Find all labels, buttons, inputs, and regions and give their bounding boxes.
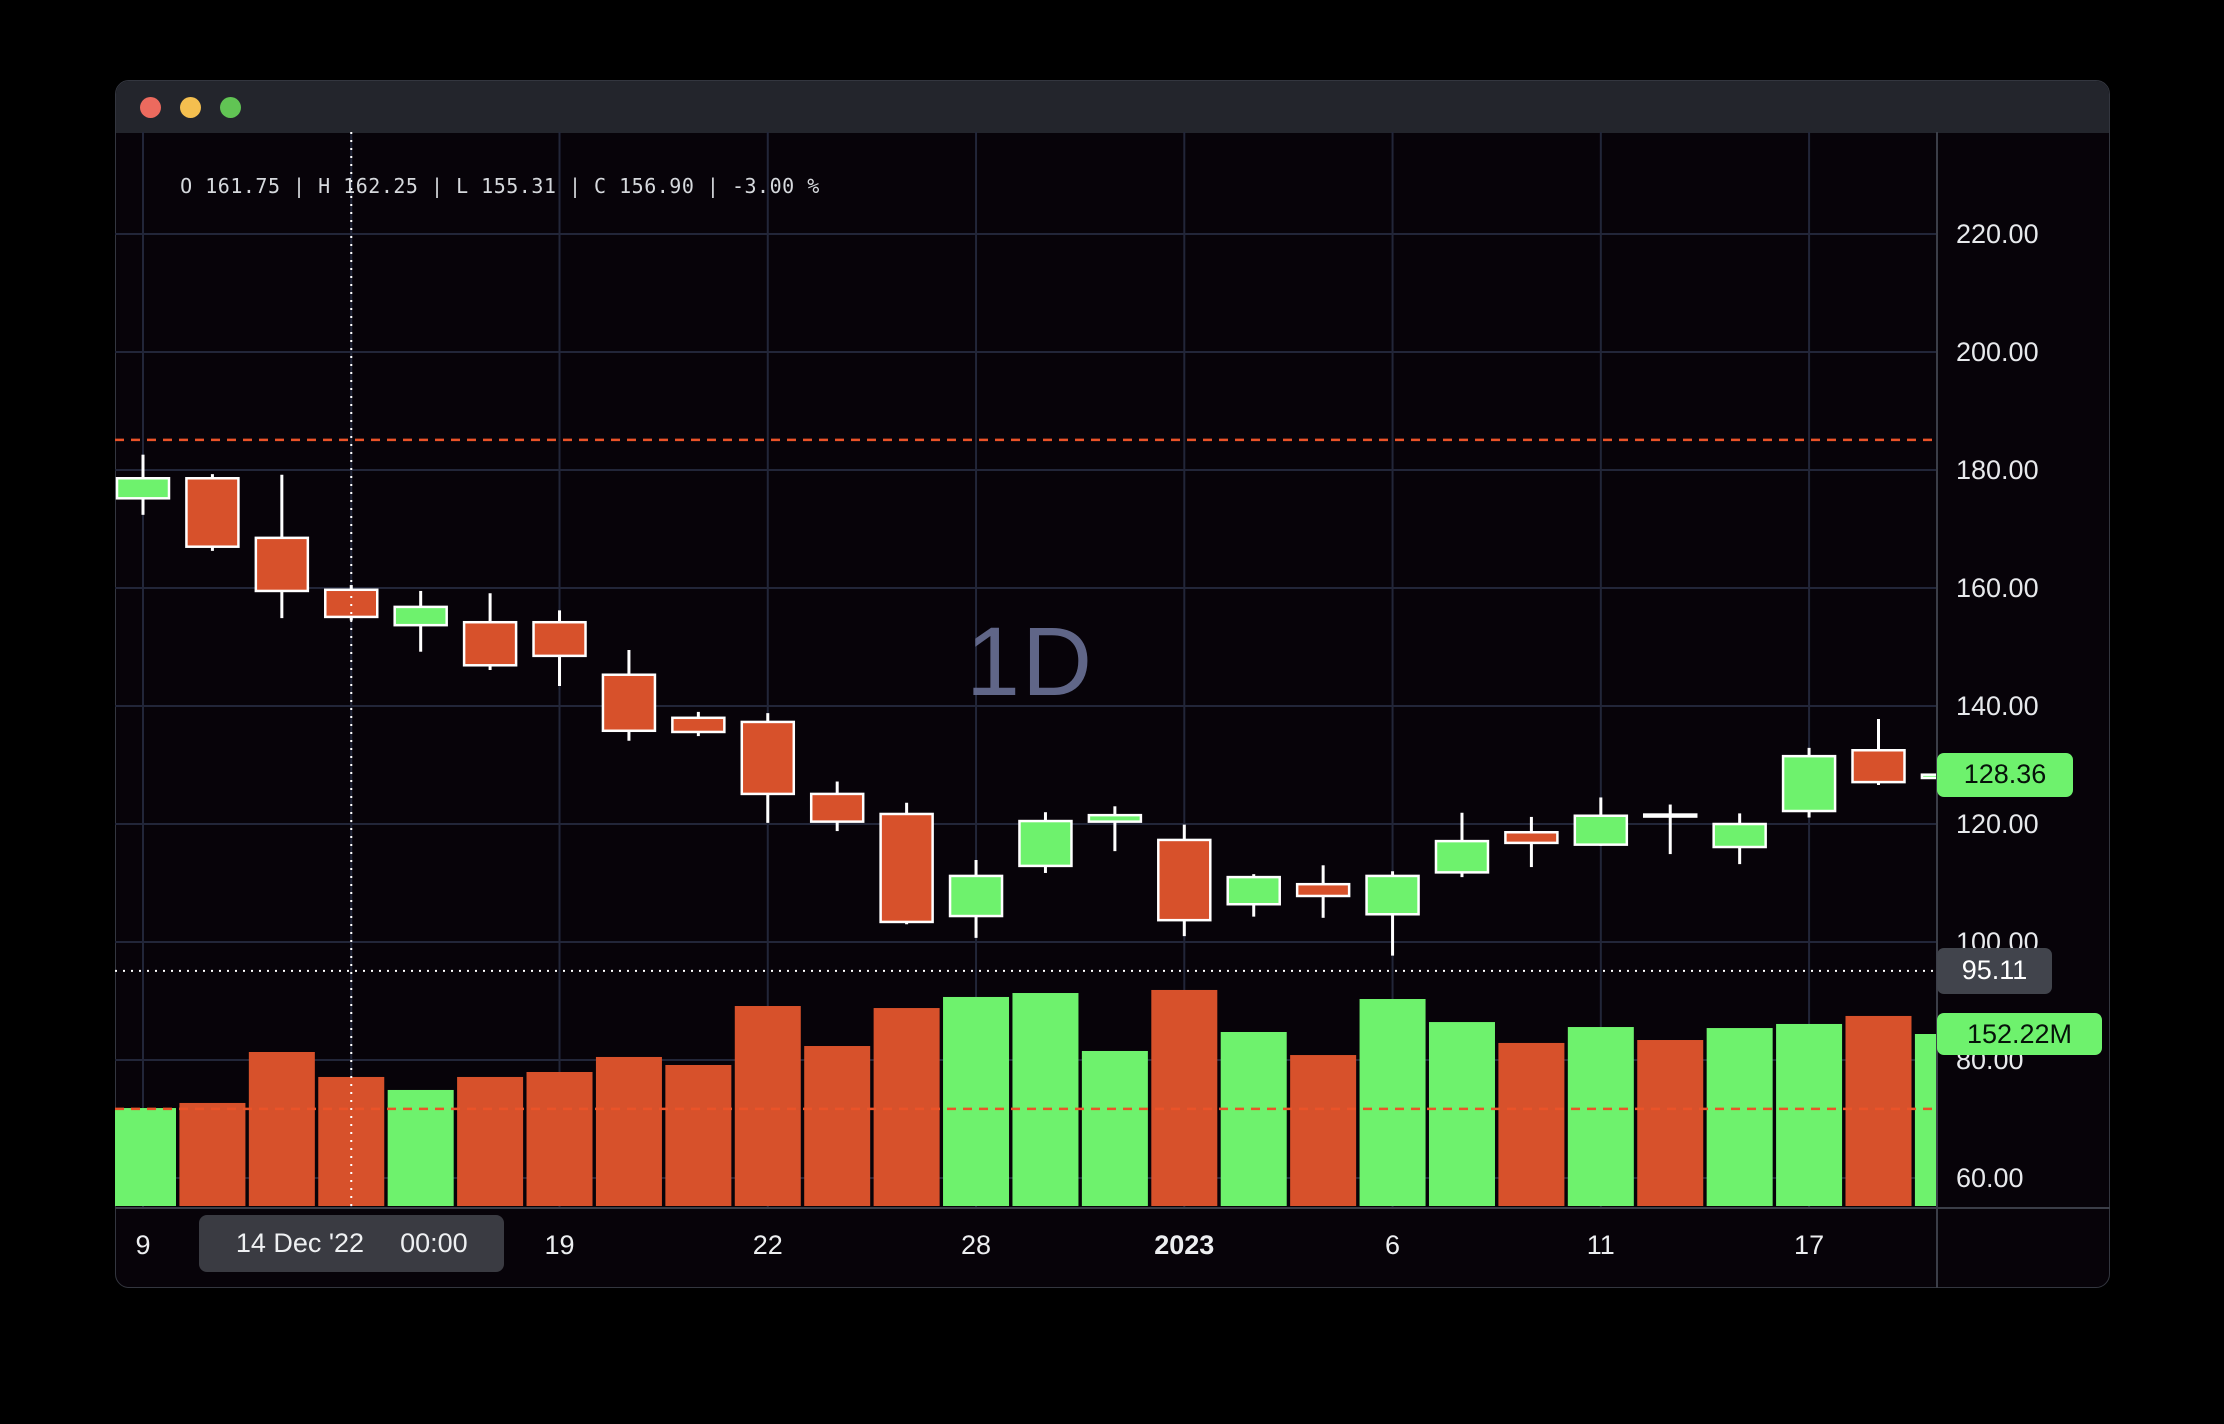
app-window <box>115 80 2110 1288</box>
close-button[interactable] <box>140 96 161 118</box>
minimize-button[interactable] <box>180 96 201 118</box>
window-titlebar[interactable] <box>116 81 2109 133</box>
maximize-button[interactable] <box>220 96 241 118</box>
